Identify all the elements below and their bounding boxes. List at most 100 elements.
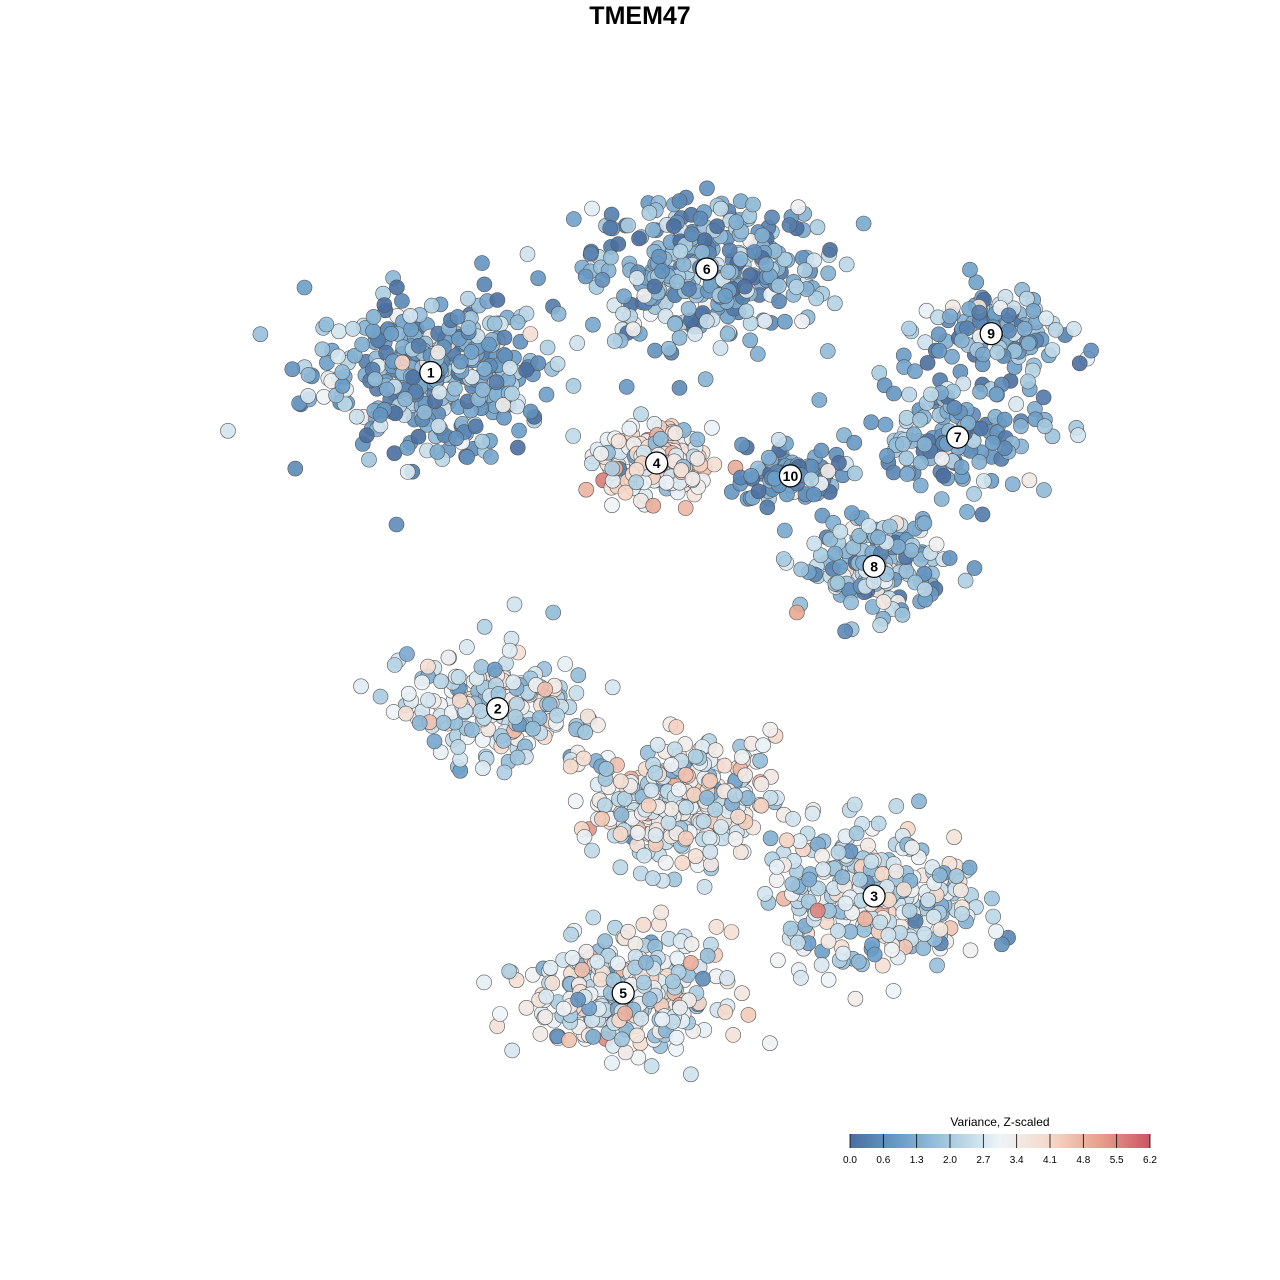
data-point xyxy=(564,949,581,966)
data-point xyxy=(570,667,587,684)
data-point xyxy=(612,773,629,790)
data-point xyxy=(793,561,810,578)
data-point xyxy=(495,732,512,749)
data-point xyxy=(801,871,818,888)
data-point xyxy=(668,1029,685,1046)
data-point xyxy=(879,447,895,464)
data-point xyxy=(562,758,579,775)
data-point xyxy=(467,418,484,435)
data-point xyxy=(832,523,849,540)
data-point xyxy=(334,364,351,380)
data-point xyxy=(618,379,635,395)
data-point xyxy=(473,659,490,675)
cluster-label-text: 1 xyxy=(427,364,435,380)
colorbar-tick-label: 2.0 xyxy=(943,1155,957,1166)
data-point xyxy=(734,749,750,765)
data-point xyxy=(314,341,331,358)
data-point xyxy=(776,251,793,268)
data-point xyxy=(971,454,988,470)
data-point xyxy=(451,692,468,709)
data-point xyxy=(672,243,689,260)
data-point xyxy=(948,868,965,885)
data-point xyxy=(732,251,749,268)
data-point xyxy=(460,320,477,336)
data-point xyxy=(702,772,718,789)
data-point xyxy=(680,301,697,317)
data-point xyxy=(753,776,770,792)
data-point xyxy=(459,639,475,655)
data-point xyxy=(758,256,775,273)
data-point xyxy=(815,861,831,878)
data-point xyxy=(683,226,700,242)
data-point xyxy=(472,703,489,719)
data-point xyxy=(610,433,627,450)
data-point xyxy=(430,344,446,361)
data-point xyxy=(946,399,963,416)
data-point xyxy=(583,245,599,261)
data-point xyxy=(649,736,666,753)
data-point xyxy=(770,277,787,294)
data-point xyxy=(719,326,736,342)
data-point xyxy=(830,844,847,861)
data-point xyxy=(657,854,674,871)
data-point xyxy=(489,292,506,308)
data-point xyxy=(727,787,743,804)
data-point xyxy=(537,1009,554,1025)
data-point xyxy=(507,709,524,725)
data-point xyxy=(819,343,836,359)
data-point xyxy=(916,515,933,532)
data-point xyxy=(870,529,887,546)
data-point xyxy=(678,799,694,816)
cluster-label-8: 8 xyxy=(862,554,886,578)
data-point xyxy=(530,355,547,372)
data-point xyxy=(686,786,702,803)
data-point xyxy=(615,305,631,322)
data-point xyxy=(654,263,670,279)
data-point xyxy=(318,316,335,333)
cluster-label-text: 3 xyxy=(870,888,878,904)
data-point xyxy=(1048,322,1064,338)
data-point xyxy=(811,392,828,408)
data-point xyxy=(464,722,480,738)
data-point xyxy=(358,427,375,444)
data-point xyxy=(585,316,601,333)
data-point xyxy=(612,859,629,876)
data-point xyxy=(888,863,905,880)
data-point xyxy=(694,244,711,260)
data-point xyxy=(1000,307,1017,324)
data-point xyxy=(901,320,917,337)
data-point xyxy=(603,249,619,266)
data-point xyxy=(667,316,683,332)
data-point xyxy=(1070,427,1086,444)
data-point xyxy=(604,497,620,514)
data-point xyxy=(440,649,457,666)
data-point xyxy=(495,397,511,413)
data-point xyxy=(820,463,836,479)
data-point xyxy=(716,757,733,774)
data-point xyxy=(538,988,555,1005)
data-point xyxy=(888,798,905,814)
data-point xyxy=(775,551,792,567)
data-point xyxy=(709,218,725,234)
data-point xyxy=(785,811,801,827)
data-point xyxy=(955,375,972,392)
data-point xyxy=(496,764,513,781)
data-point xyxy=(636,847,653,864)
data-point xyxy=(843,594,859,611)
data-point xyxy=(738,303,755,320)
cluster-label-7: 7 xyxy=(946,425,970,449)
data-point xyxy=(633,406,649,423)
data-point xyxy=(959,504,975,520)
data-point xyxy=(610,955,626,972)
data-point xyxy=(400,685,417,702)
data-point xyxy=(604,679,621,696)
data-point xyxy=(942,308,958,325)
data-point xyxy=(675,256,692,273)
data-point xyxy=(776,522,793,539)
data-point xyxy=(971,304,988,321)
data-point xyxy=(928,536,945,553)
data-point xyxy=(804,805,821,822)
data-point xyxy=(525,720,541,737)
data-point xyxy=(402,307,419,324)
data-point xyxy=(699,947,716,964)
